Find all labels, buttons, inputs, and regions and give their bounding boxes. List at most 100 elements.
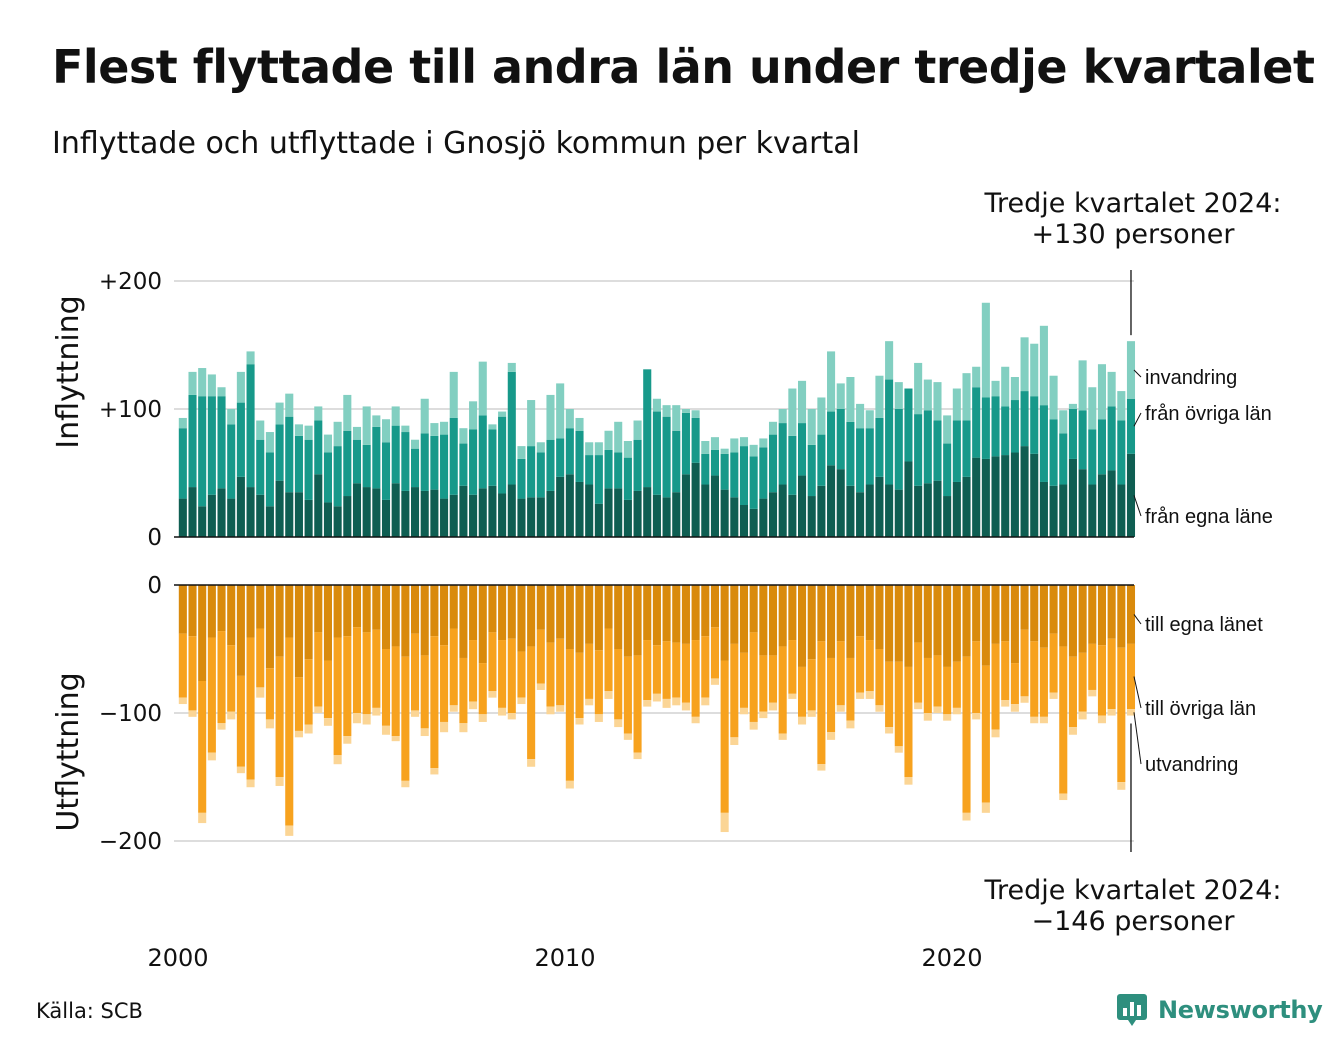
bar-in-0-45 bbox=[614, 488, 623, 537]
bar-out-1-84 bbox=[991, 643, 1000, 730]
bar-in-1-44 bbox=[604, 449, 613, 489]
bar-in-1-1 bbox=[188, 394, 197, 488]
bar-in-0-90 bbox=[1049, 485, 1058, 537]
bar-in-0-7 bbox=[246, 487, 255, 537]
bar-in-2-37 bbox=[536, 442, 545, 453]
bar-in-0-69 bbox=[846, 485, 855, 537]
bar-in-1-88 bbox=[1030, 396, 1039, 454]
bar-out-0-96 bbox=[1107, 585, 1116, 639]
bar-in-0-88 bbox=[1030, 453, 1039, 537]
bar-in-1-14 bbox=[314, 420, 323, 475]
bar-out-0-88 bbox=[1030, 585, 1039, 642]
bar-in-1-48 bbox=[643, 369, 652, 488]
bar-out-2-76 bbox=[914, 702, 923, 710]
bar-in-2-59 bbox=[749, 444, 758, 457]
bar-out-2-53 bbox=[691, 716, 700, 724]
bar-in-1-89 bbox=[1039, 405, 1048, 482]
bar-in-1-17 bbox=[343, 430, 352, 497]
brand-logo[interactable]: Newsworthy bbox=[1116, 993, 1323, 1027]
bar-in-1-71 bbox=[865, 428, 874, 485]
newsworthy-logo-icon bbox=[1117, 994, 1147, 1026]
bar-out-0-2 bbox=[198, 585, 207, 681]
bar-out-0-93 bbox=[1078, 585, 1087, 653]
bar-out-1-36 bbox=[527, 646, 536, 760]
bar-in-1-31 bbox=[478, 415, 487, 489]
bar-in-1-75 bbox=[904, 388, 913, 462]
bar-in-0-8 bbox=[256, 494, 265, 537]
bar-out-0-79 bbox=[943, 585, 952, 667]
bar-in-0-41 bbox=[575, 481, 584, 537]
label-leader-top-2 bbox=[1133, 369, 1142, 378]
bar-in-0-22 bbox=[391, 483, 400, 537]
bar-out-0-47 bbox=[633, 585, 642, 656]
bar-out-0-15 bbox=[323, 585, 332, 661]
bar-out-0-31 bbox=[478, 585, 487, 664]
bar-out-2-58 bbox=[739, 707, 749, 715]
y-tick-label-top-1: +100 bbox=[99, 397, 162, 423]
bar-in-2-50 bbox=[662, 405, 671, 417]
bar-out-1-74 bbox=[894, 661, 903, 747]
bar-out-0-73 bbox=[885, 585, 894, 662]
bar-out-1-91 bbox=[1059, 646, 1068, 794]
bar-out-1-41 bbox=[575, 652, 584, 719]
bar-out-1-85 bbox=[1001, 641, 1010, 701]
bar-out-1-67 bbox=[827, 657, 836, 733]
bar-in-0-34 bbox=[507, 484, 516, 537]
bar-in-0-43 bbox=[594, 503, 603, 537]
bar-out-1-98 bbox=[1126, 643, 1136, 710]
bar-in-1-68 bbox=[836, 409, 845, 470]
bar-out-0-38 bbox=[546, 585, 555, 643]
bar-out-0-56 bbox=[720, 585, 729, 661]
bar-out-2-18 bbox=[352, 713, 362, 724]
bar-out-0-92 bbox=[1068, 585, 1077, 657]
bar-out-0-83 bbox=[981, 585, 990, 666]
bar-out-2-32 bbox=[488, 691, 497, 698]
bar-out-2-84 bbox=[991, 729, 1000, 738]
bar-in-2-57 bbox=[730, 438, 739, 453]
bar-in-2-58 bbox=[739, 437, 749, 447]
bar-in-1-81 bbox=[962, 420, 971, 477]
bar-in-0-74 bbox=[894, 489, 903, 537]
bar-out-1-11 bbox=[285, 637, 294, 826]
bar-out-0-65 bbox=[807, 585, 816, 660]
bar-out-1-50 bbox=[662, 641, 671, 699]
bar-in-1-97 bbox=[1117, 420, 1126, 485]
bar-out-1-60 bbox=[759, 655, 768, 712]
bar-out-1-95 bbox=[1097, 645, 1106, 716]
bar-in-2-7 bbox=[246, 351, 255, 365]
bar-out-0-66 bbox=[817, 585, 826, 642]
bar-out-0-82 bbox=[972, 585, 981, 642]
bar-out-1-28 bbox=[449, 628, 458, 706]
bar-in-0-39 bbox=[556, 476, 565, 537]
bar-in-2-60 bbox=[759, 438, 768, 448]
bar-in-0-6 bbox=[236, 476, 245, 537]
bar-in-1-72 bbox=[875, 417, 884, 477]
bar-in-0-42 bbox=[585, 484, 594, 537]
series-label-top-0: från egna läne bbox=[1145, 506, 1273, 528]
bar-in-0-70 bbox=[856, 492, 865, 537]
bar-in-0-29 bbox=[459, 485, 468, 537]
bar-out-2-90 bbox=[1049, 692, 1058, 699]
bar-out-2-40 bbox=[565, 780, 574, 789]
bar-in-0-30 bbox=[469, 494, 478, 537]
bar-in-2-70 bbox=[856, 403, 865, 429]
bar-out-1-48 bbox=[643, 640, 652, 701]
bar-in-1-8 bbox=[256, 439, 265, 495]
bar-in-2-78 bbox=[933, 382, 942, 421]
bar-in-0-55 bbox=[710, 475, 719, 537]
bar-out-0-52 bbox=[681, 585, 690, 644]
bar-out-2-9 bbox=[265, 719, 274, 729]
bar-in-0-63 bbox=[788, 494, 797, 537]
bar-out-1-89 bbox=[1039, 647, 1048, 717]
bar-in-2-53 bbox=[691, 410, 700, 418]
bar-in-1-35 bbox=[517, 458, 526, 499]
label-leader-top-0 bbox=[1133, 495, 1142, 517]
y-axis-title-bottom: Utflyttning bbox=[51, 672, 86, 831]
bar-in-2-93 bbox=[1078, 360, 1087, 411]
bar-out-1-14 bbox=[314, 632, 323, 707]
bar-out-2-14 bbox=[314, 706, 323, 713]
bar-in-1-3 bbox=[207, 396, 216, 495]
bar-in-0-86 bbox=[1010, 452, 1019, 537]
bar-in-1-39 bbox=[556, 438, 565, 477]
bar-in-0-37 bbox=[536, 497, 545, 537]
